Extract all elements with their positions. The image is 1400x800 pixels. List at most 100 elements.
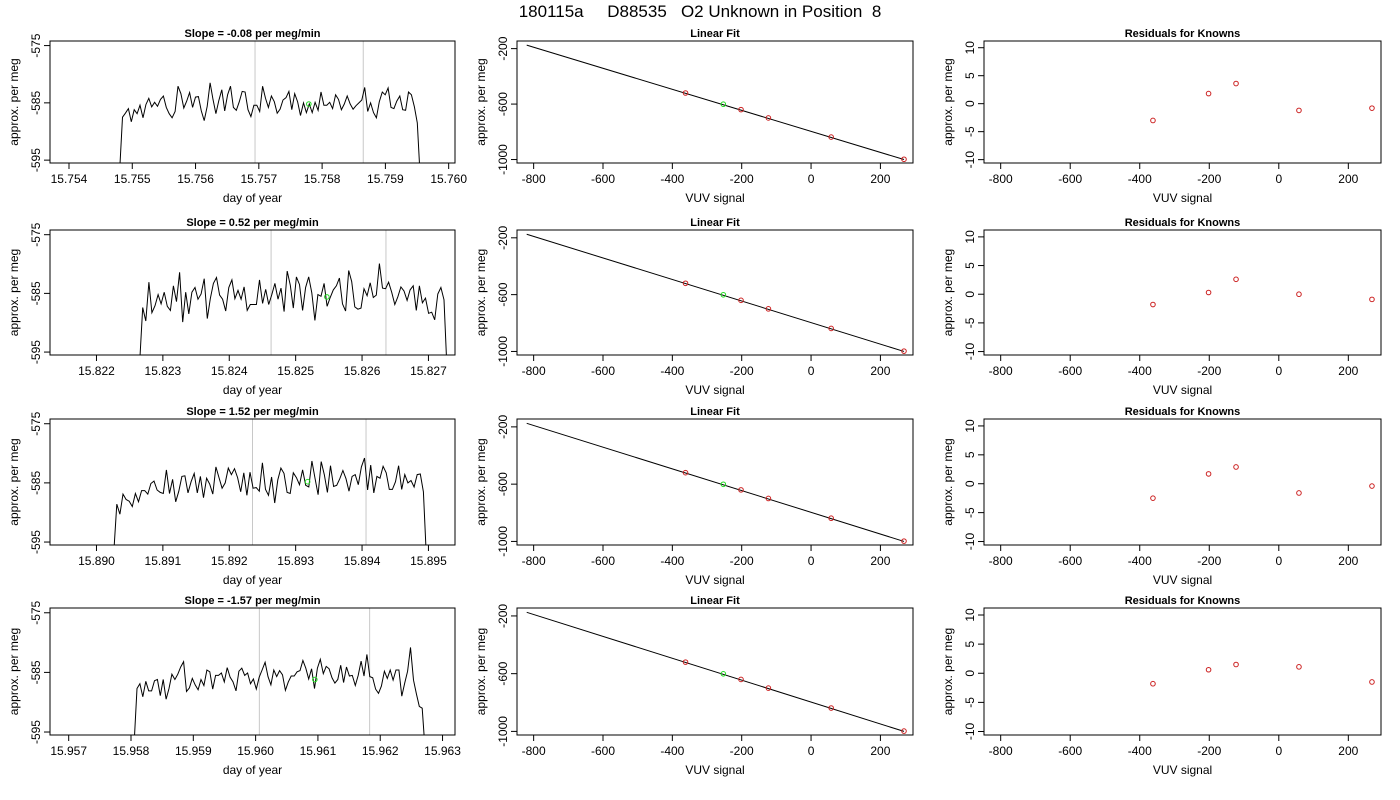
unknown-point xyxy=(306,101,312,107)
x-tick-label: 15.963 xyxy=(424,744,461,758)
x-tick-label: 0 xyxy=(1275,554,1282,568)
y-tick-label: -585 xyxy=(29,660,43,684)
x-tick-label: -600 xyxy=(1058,364,1082,378)
x-tick-label: 15.959 xyxy=(175,744,212,758)
x-axis-label: VUV signal xyxy=(685,383,744,397)
x-tick-label: -600 xyxy=(591,364,615,378)
x-tick-label: 15.760 xyxy=(430,172,467,186)
known-point xyxy=(765,685,772,691)
residual-point xyxy=(1150,680,1156,687)
unknown-point xyxy=(720,101,727,108)
known-point xyxy=(765,115,772,121)
plot-area xyxy=(526,422,907,544)
x-axis-label: day of year xyxy=(223,383,282,397)
y-tick-label: 10 xyxy=(963,608,977,622)
plot-area xyxy=(526,611,907,734)
x-tick-label: -800 xyxy=(522,554,546,568)
x-tick-label: 15.890 xyxy=(78,554,115,568)
plot-frame xyxy=(983,607,1382,736)
panel-fit-row-3: Linear Fit -800 -600 -400 -200 0 200 -200 -600 -1… xyxy=(474,406,914,587)
y-tick-label: -1000 xyxy=(496,336,510,367)
known-point xyxy=(901,156,907,163)
unknown-point xyxy=(312,676,318,683)
y-tick-label: 0 xyxy=(963,291,977,298)
y-axis-label: approx. per meg xyxy=(7,438,21,525)
residual-point xyxy=(1150,117,1156,124)
x-tick-label: 15.759 xyxy=(367,172,404,186)
y-tick-label: -575 xyxy=(29,33,43,57)
y-tick-label: -10 xyxy=(963,151,977,169)
x-tick-label: 200 xyxy=(1338,172,1358,186)
residual-point xyxy=(1296,107,1302,114)
x-tick-label: -800 xyxy=(989,744,1013,758)
panel-title: Residuals for Knowns xyxy=(1125,217,1241,229)
y-tick-label: -10 xyxy=(963,723,977,741)
plot-area xyxy=(1150,80,1375,124)
x-tick-label: -800 xyxy=(989,364,1013,378)
plot-frame xyxy=(49,40,456,164)
x-tick-label: 15.827 xyxy=(410,364,447,378)
y-axis-label: approx. per meg xyxy=(474,628,488,715)
known-point xyxy=(682,90,689,96)
y-axis-label: approx. per meg xyxy=(941,438,955,525)
x-tick-label: 200 xyxy=(870,744,890,758)
y-tick-label: -1000 xyxy=(496,526,510,557)
y-tick-label: -1000 xyxy=(496,716,510,747)
x-tick-label: -600 xyxy=(1058,172,1082,186)
plot-frame xyxy=(983,40,1382,164)
known-point xyxy=(828,705,834,711)
unknown-point xyxy=(304,478,311,485)
y-tick-label: -5 xyxy=(963,317,977,328)
panel-title: Linear Fit xyxy=(690,217,740,229)
x-tick-label: 15.961 xyxy=(300,744,337,758)
x-tick-label: 15.825 xyxy=(277,364,314,378)
known-point xyxy=(828,515,834,522)
y-tick-label: 0 xyxy=(963,480,977,487)
x-tick-label: 15.755 xyxy=(114,172,151,186)
known-point xyxy=(828,325,834,332)
x-tick-label: 15.757 xyxy=(240,172,277,186)
x-tick-label: -800 xyxy=(989,172,1013,186)
y-tick-label: -575 xyxy=(29,222,43,246)
x-tick-label: 200 xyxy=(870,554,890,568)
unknown-point xyxy=(324,294,330,300)
x-tick-label: 15.756 xyxy=(177,172,214,186)
plot-frame xyxy=(49,607,456,736)
y-tick-label: 5 xyxy=(963,72,977,79)
x-tick-label: -200 xyxy=(1197,744,1221,758)
residual-point xyxy=(1233,464,1239,470)
plot-frame xyxy=(983,229,1382,356)
plot-area xyxy=(134,608,425,735)
x-tick-label: -800 xyxy=(522,364,546,378)
unknown-point xyxy=(720,671,727,677)
x-tick-label: 0 xyxy=(1275,364,1282,378)
x-tick-label: -600 xyxy=(591,172,615,186)
x-tick-label: -200 xyxy=(1197,364,1221,378)
x-tick-label: -200 xyxy=(1197,172,1221,186)
x-tick-label: -200 xyxy=(1197,554,1221,568)
plot-area xyxy=(1150,464,1375,501)
residual-point xyxy=(1369,679,1375,685)
plot-frame xyxy=(983,418,1382,546)
plot-frame xyxy=(49,229,456,356)
x-tick-label: 15.892 xyxy=(211,554,248,568)
y-tick-label: -585 xyxy=(29,471,43,495)
known-point xyxy=(738,106,744,113)
x-tick-label: -400 xyxy=(1128,744,1152,758)
x-tick-label: -400 xyxy=(660,554,684,568)
residual-point xyxy=(1369,296,1375,303)
known-point xyxy=(682,469,689,476)
residual-point xyxy=(1296,490,1302,496)
x-axis-label: VUV signal xyxy=(1153,573,1212,587)
y-tick-label: -10 xyxy=(963,533,977,551)
panel-residuals-row-4: Residuals for Knowns -800 -600 -400 -200 0 200… xyxy=(941,595,1382,777)
panel-title: Slope = 1.52 per meg/min xyxy=(186,406,319,418)
residual-point xyxy=(1296,291,1302,298)
panel-title: Linear Fit xyxy=(690,406,740,418)
y-tick-label: -600 xyxy=(496,472,510,496)
plot-area xyxy=(1150,661,1375,687)
x-tick-label: -400 xyxy=(660,364,684,378)
y-axis-label: approx. per meg xyxy=(474,438,488,525)
y-tick-label: -200 xyxy=(496,415,510,439)
x-tick-label: -400 xyxy=(1128,172,1152,186)
